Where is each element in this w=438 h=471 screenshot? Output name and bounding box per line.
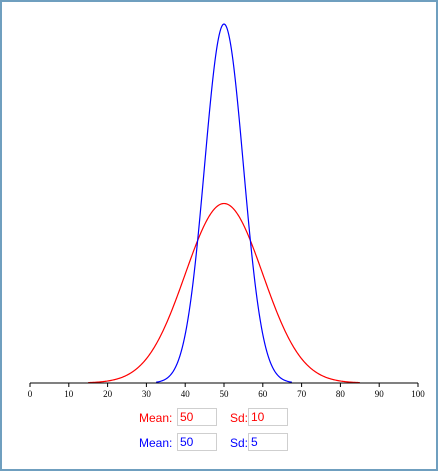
blue-sd-input[interactable] [248,433,288,451]
curves-group [88,23,360,384]
x-tick-label: 100 [411,389,425,399]
x-tick-label: 30 [142,389,152,399]
red-curve [88,202,360,384]
red-sd-label: Sd: [230,411,249,425]
x-tick-label: 90 [375,389,385,399]
blue-curve [156,23,292,383]
red-mean-label: Mean: [139,411,173,425]
x-tick-label: 80 [336,389,346,399]
red-mean-input[interactable] [177,408,217,426]
x-tick-label: 0 [28,389,33,399]
blue-mean-input[interactable] [177,433,217,451]
x-tick-label: 20 [103,389,113,399]
blue-mean-label: Mean: [139,436,173,450]
x-tick-label: 50 [220,389,230,399]
red-sd-input[interactable] [248,408,288,426]
blue-sd-label: Sd: [230,436,249,450]
x-tick-label: 70 [297,389,307,399]
x-tick-label: 40 [181,389,191,399]
x-ticks-group: 0 10 20 30 40 50 60 70 80 90 100 [28,383,425,399]
x-tick-label: 60 [258,389,268,399]
x-tick-label: 10 [64,389,74,399]
